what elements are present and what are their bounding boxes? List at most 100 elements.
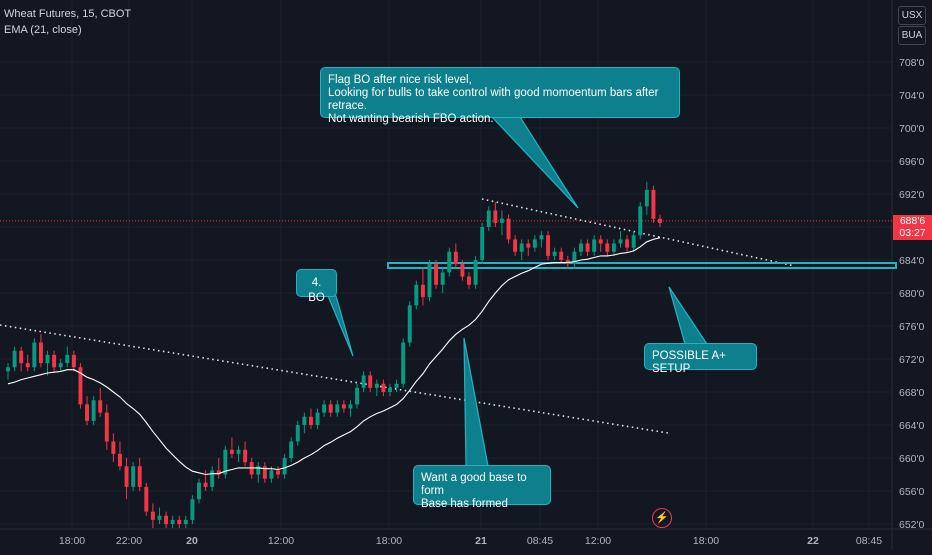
- candle-body: [183, 519, 188, 524]
- x-tick-label: 12:00: [585, 535, 611, 547]
- candle-body: [361, 375, 366, 388]
- y-tick-label: 656'0: [899, 486, 925, 498]
- candle-body: [262, 466, 267, 479]
- candle-body: [91, 400, 96, 421]
- candle-body: [407, 305, 412, 343]
- candle-body: [394, 383, 399, 388]
- candle-body: [467, 276, 471, 285]
- candle-body: [401, 342, 406, 384]
- y-tick-label: 696'0: [899, 156, 925, 168]
- candle-body: [282, 458, 287, 475]
- callout-setup[interactable]: POSSIBLE A+ SETUP: [644, 343, 757, 375]
- candle-body: [559, 251, 564, 260]
- candle-body: [420, 284, 425, 298]
- candle-body: [243, 449, 248, 463]
- candle-body: [513, 239, 518, 252]
- candle-body: [335, 404, 340, 413]
- y-tick-label: 680'0: [899, 288, 925, 300]
- candle-body: [276, 470, 280, 475]
- candle-body: [52, 354, 57, 368]
- candle-body: [71, 354, 76, 368]
- candle-body: [473, 260, 478, 285]
- candle-body: [144, 486, 149, 512]
- candle-body: [592, 239, 597, 252]
- candle-body: [85, 404, 90, 421]
- lightning-icon[interactable]: ⚡: [652, 508, 672, 528]
- candle-body: [25, 363, 30, 368]
- candle-body: [124, 466, 129, 487]
- candle-body: [658, 218, 662, 223]
- candle-body: [651, 189, 656, 219]
- x-tick-label: 22: [807, 535, 819, 547]
- candle-body: [197, 482, 201, 500]
- x-tick-label: 12:00: [268, 535, 294, 547]
- candle-body: [295, 425, 300, 442]
- y-tick-label: 708'0: [899, 57, 925, 69]
- candle-body: [578, 243, 583, 252]
- x-tick-label: 20: [186, 535, 198, 547]
- y-tick-label: 704'0: [899, 90, 925, 102]
- candle-body: [308, 416, 313, 425]
- x-tick-label: 08:45: [527, 535, 553, 547]
- candle-body: [236, 449, 241, 454]
- y-tick-label: 692'0: [899, 189, 925, 201]
- candle-body: [532, 239, 537, 248]
- x-tick-label: 21: [475, 535, 487, 547]
- candle-body: [638, 206, 643, 236]
- candle-body: [58, 363, 63, 368]
- candle-body: [322, 404, 327, 413]
- support-zone: [387, 262, 897, 269]
- candle-body: [203, 482, 208, 487]
- candle-body: [6, 367, 10, 372]
- candle-body: [486, 210, 491, 227]
- candle-body: [210, 470, 215, 487]
- y-tick-label: 652'0: [899, 519, 925, 531]
- candle-body: [302, 416, 307, 425]
- callout-base[interactable]: Want a good base to form Base has formed: [413, 465, 551, 510]
- last-price-tag: 688'6: [893, 215, 932, 228]
- candle-body: [546, 235, 551, 256]
- candle-body: [447, 251, 452, 273]
- symbol-title: Wheat Futures, 15, CBOT: [4, 8, 132, 20]
- candle-body: [216, 470, 221, 475]
- candle-body: [572, 251, 577, 265]
- candle-body: [552, 251, 557, 256]
- candle-body: [65, 354, 70, 364]
- callout-bo[interactable]: 4. BO: [296, 269, 337, 304]
- y-tick-label: 664'0: [899, 420, 925, 432]
- candle-body: [381, 383, 386, 392]
- y-tick-label: 660'0: [899, 453, 925, 465]
- candle-body: [493, 210, 498, 223]
- candle-body: [585, 243, 590, 252]
- candle-body: [480, 227, 485, 260]
- candle-body: [78, 367, 83, 405]
- candle-body: [644, 189, 649, 207]
- callout-flag-bo[interactable]: Flag BO after nice risk level, Looking f…: [320, 67, 680, 125]
- candle-body: [611, 243, 616, 252]
- candle-body: [506, 218, 511, 240]
- unit-button[interactable]: BUA: [898, 26, 926, 45]
- countdown-tag: 03:27: [893, 227, 932, 240]
- candle-body: [170, 519, 175, 524]
- candle-body: [414, 284, 419, 306]
- candle-body: [190, 499, 195, 520]
- candle-body: [12, 350, 17, 368]
- candle-body: [388, 387, 392, 392]
- candle-body: [38, 342, 43, 364]
- candle-body: [519, 243, 524, 252]
- candle-body: [434, 264, 439, 285]
- candle-body: [111, 441, 116, 454]
- candle-body: [19, 350, 24, 364]
- candle-body: [328, 404, 333, 413]
- candle-body: [625, 239, 630, 248]
- currency-button[interactable]: USX: [898, 6, 926, 25]
- x-tick-label: 18:00: [59, 535, 85, 547]
- x-tick-label: 22:00: [116, 535, 142, 547]
- candle-body: [98, 400, 103, 413]
- candle-body: [453, 251, 458, 265]
- x-tick-label: 18:00: [693, 535, 719, 547]
- y-tick-label: 676'0: [899, 321, 925, 333]
- y-tick-label: 700'0: [899, 123, 925, 135]
- candle-body: [177, 519, 182, 524]
- indicator-label: EMA (21, close): [4, 24, 82, 36]
